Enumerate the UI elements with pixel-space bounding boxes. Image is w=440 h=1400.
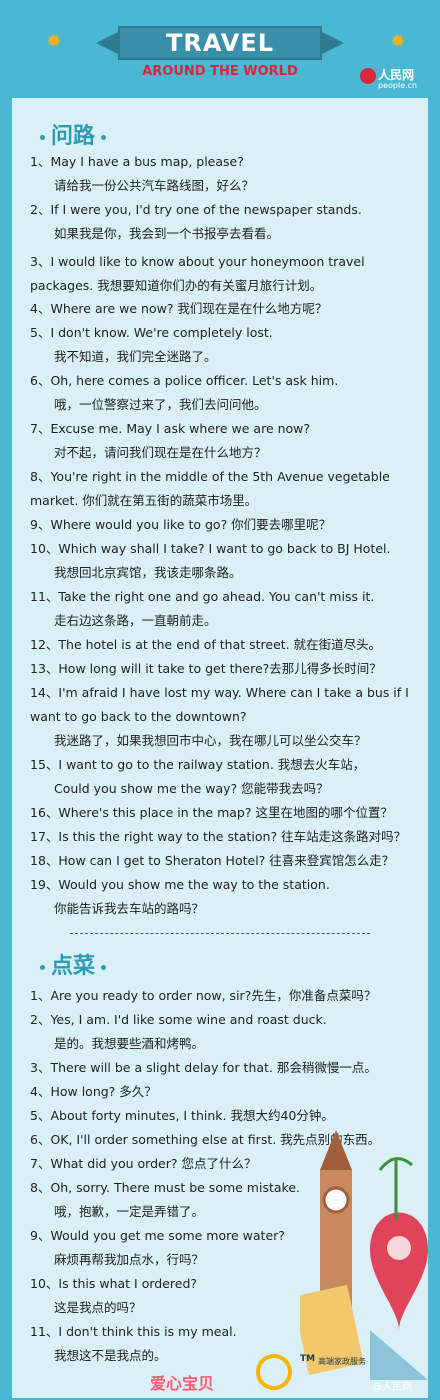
map-pin-center xyxy=(387,1236,411,1260)
phrase-line: 请给我一份公共汽车路线图，好么？ xyxy=(54,178,255,193)
content-panel xyxy=(12,98,428,1398)
palm-tree-icon xyxy=(378,1157,413,1220)
footer-service: 高端家政服务 xyxy=(318,1357,366,1366)
sun-icon: ✹ xyxy=(46,31,62,52)
phrase-line: market. 你们就在第五街的蔬菜市场里。 xyxy=(30,493,258,508)
phrase-line: 7、What did you order? 您点了什么？ xyxy=(30,1156,257,1171)
phrase-line: packages. 我想要知道你们办的有关蜜月旅行计划。 xyxy=(30,278,323,293)
section-divider xyxy=(70,933,370,934)
phrase-line: 10、Is this what I ordered? xyxy=(30,1276,198,1291)
phrase-line: 6、OK, I'll order something else at first… xyxy=(30,1132,381,1147)
phrase-line: 11、Take the right one and go ahead. You … xyxy=(30,589,375,604)
phrase-line: 3、There will be a slight delay for that.… xyxy=(30,1060,377,1075)
phrase-line: 15、I want to go to the railway station. … xyxy=(30,757,366,772)
travel-illustration xyxy=(300,1130,428,1380)
phrase-line: 3、I would like to know about your honeym… xyxy=(30,254,365,269)
phrase-line: 我不知道，我们完全迷路了。 xyxy=(54,349,217,364)
bullet-icon xyxy=(40,964,45,970)
phrase-line: 我迷路了，如果我想回市中心，我在哪儿可以坐公交车？ xyxy=(54,733,367,748)
phrase-line: 麻烦再帮我加点水，行吗？ xyxy=(54,1252,205,1267)
phrase-line: 1、Are you ready to order now, sir?先生，你准备… xyxy=(30,988,377,1003)
tower-roof-shape xyxy=(320,1130,352,1170)
section-heading-directions: 问路 xyxy=(34,118,112,150)
phrase-line: 14、I'm afraid I have lost my way. Where … xyxy=(30,685,409,700)
phrase-line: 哦，一位警察过来了，我们去问问他。 xyxy=(54,397,267,412)
phrase-line: 对不起，请问我们现在是在什么地方？ xyxy=(54,445,267,460)
phrase-line: 如果我是你，我会到一个书报亭去看看。 xyxy=(54,226,280,241)
footer-watermark: @人民网 xyxy=(372,1382,412,1393)
phrase-line: 16、Where's this place in the map? 这里在地图的… xyxy=(30,805,393,820)
phrase-line: 12、The hotel is at the end of that stree… xyxy=(30,637,382,652)
phrase-line: 1、May I have a bus map, please? xyxy=(30,154,244,169)
phrase-line: 2、If I were you, I'd try one of the news… xyxy=(30,202,362,217)
phrase-line: 9、Where would you like to go? 你们要去哪里呢？ xyxy=(30,517,332,532)
bullet-icon xyxy=(101,134,107,140)
phrase-line: 6、Oh, here comes a police officer. Let's… xyxy=(30,373,339,388)
footer-tm: TM xyxy=(300,1354,316,1364)
bullet-icon xyxy=(40,134,45,140)
title-banner: TRAVEL xyxy=(96,26,344,60)
phrase-line: 我想这不是我点的。 xyxy=(54,1348,167,1363)
phrase-line: 2、Yes, I am. I'd like some wine and roas… xyxy=(30,1012,327,1027)
phrase-line: 8、Oh, sorry. There must be some mistake. xyxy=(30,1180,300,1195)
phrase-line: 这是我点的吗？ xyxy=(54,1300,142,1315)
phrase-line: want to go back to the downtown? xyxy=(30,709,247,724)
phrase-line: 是的。我想要些酒和烤鸭。 xyxy=(54,1036,205,1051)
bullet-icon xyxy=(101,964,107,970)
logo-text: 人民网 xyxy=(378,68,415,82)
logo-sub: people.cn xyxy=(378,81,418,90)
phrase-line: 4、How long? 多久？ xyxy=(30,1084,157,1099)
phrase-line: 4、Where are we now? 我们现在是在什么地方呢？ xyxy=(30,301,328,316)
phrase-line: 走右边这条路，一直朝前走。 xyxy=(54,613,217,628)
phrase-line: 你能告诉我去车站的路吗？ xyxy=(54,901,205,916)
phrase-line: 5、About forty minutes, I think. 我想大约40分钟… xyxy=(30,1108,334,1123)
people-logo: 人民网 people.cn xyxy=(358,64,428,92)
page-title: TRAVEL xyxy=(165,29,275,57)
phrase-line: 哦，抱歉，一定是弄错了。 xyxy=(54,1204,205,1219)
phrase-line: 17、Is this the right way to the station?… xyxy=(30,829,407,844)
phrase-line: 19、Would you show me the way to the stat… xyxy=(30,877,330,892)
sun-icon: ✹ xyxy=(390,31,406,52)
phrase-line: 8、You're right in the middle of the 5th … xyxy=(30,469,390,484)
phrase-line: 18、How can I get to Sheraton Hotel? 往喜来登… xyxy=(30,853,395,868)
clock-icon xyxy=(322,1186,350,1214)
logo-mark-icon xyxy=(360,68,376,84)
phrase-line: 13、How long will it take to get there?去那… xyxy=(30,661,382,676)
footer-logo-icon xyxy=(256,1354,292,1390)
phrase-line: Could you show me the way? 您能带我去吗？ xyxy=(54,781,329,796)
map-pin-icon xyxy=(370,1212,428,1330)
section-heading-ordering: 点菜 xyxy=(34,948,112,980)
phrase-line: 5、I don't know. We're completely lost. xyxy=(30,325,273,340)
page-subtitle: AROUND THE WORLD xyxy=(142,64,298,79)
footer-brand-left: 爱心宝贝 xyxy=(150,1374,215,1393)
ground-shape xyxy=(370,1330,428,1380)
phrase-line: 7、Excuse me. May I ask where we are now? xyxy=(30,421,311,436)
phrase-line: 10、Which way shall I take? I want to go … xyxy=(30,541,391,556)
phrase-line: 9、Would you get me some more water? xyxy=(30,1228,285,1243)
phrase-line: 11、I don't think this is my meal. xyxy=(30,1324,237,1339)
postcard-shape xyxy=(300,1285,364,1375)
phrase-line: 我想回北京宾馆，我该走哪条路。 xyxy=(54,565,242,580)
